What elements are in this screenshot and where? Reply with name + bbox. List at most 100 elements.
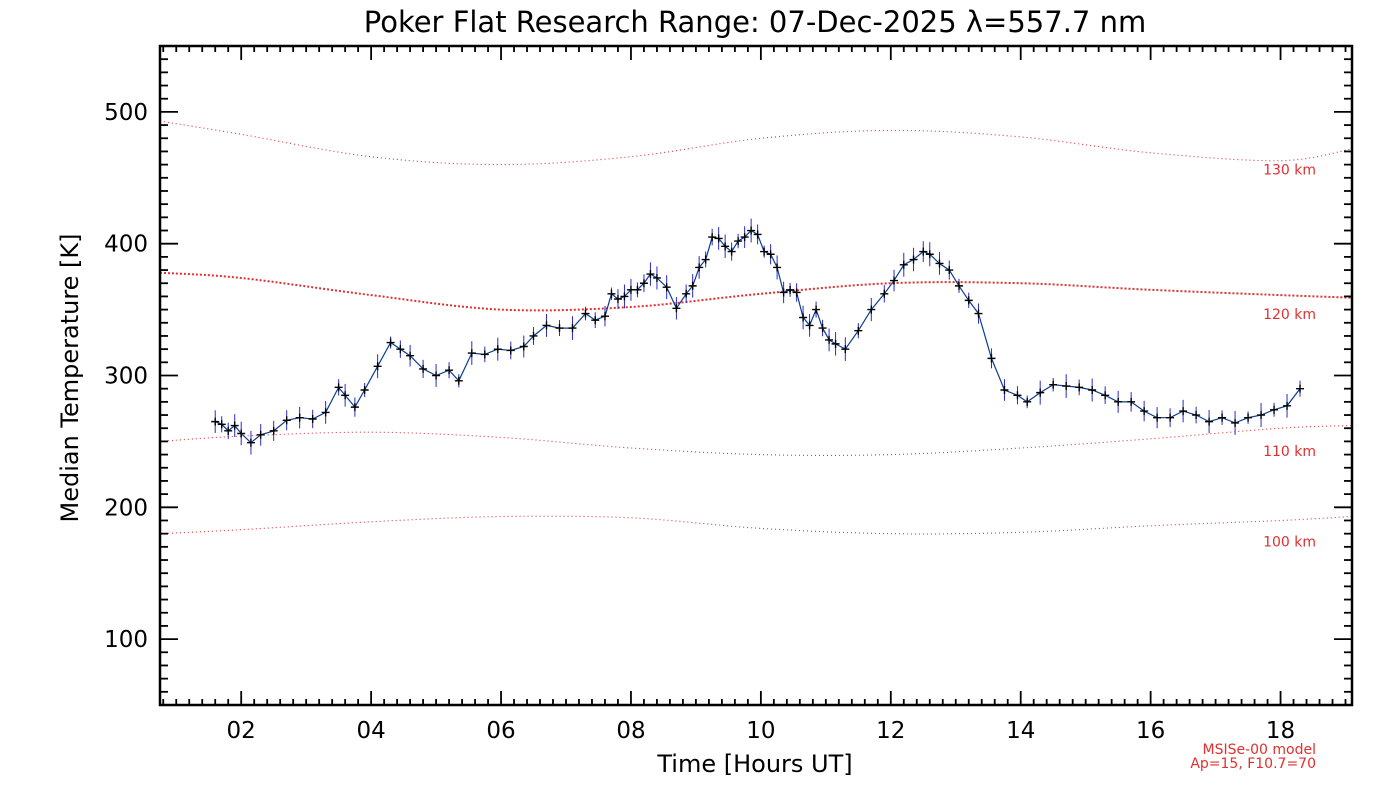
data-point	[1000, 385, 1009, 394]
data-point	[1140, 407, 1149, 416]
data-point	[529, 331, 538, 340]
x-tick-label: 02	[227, 718, 256, 744]
data-point	[1205, 417, 1214, 426]
data-point	[396, 345, 405, 354]
data-point	[867, 305, 876, 314]
y-tick-label: 100	[104, 627, 148, 653]
model-annotation: MSISe-00 model	[1202, 742, 1316, 758]
data-point	[831, 339, 840, 348]
data-point	[581, 309, 590, 318]
data-point	[445, 366, 454, 375]
data-point	[1231, 418, 1240, 427]
x-tick-label: 06	[486, 718, 515, 744]
data-point	[373, 362, 382, 371]
data-point	[672, 304, 681, 313]
data-point	[237, 429, 246, 438]
data-point	[633, 285, 642, 294]
model-curve-label: 130 km	[1263, 163, 1316, 179]
data-point	[1283, 401, 1292, 410]
data-point	[773, 263, 782, 272]
data-point	[919, 247, 928, 256]
data-point	[607, 289, 616, 298]
y-tick-label: 500	[104, 100, 148, 126]
data-point	[880, 289, 889, 298]
data-point	[652, 273, 661, 282]
y-tick-label: 400	[104, 232, 148, 258]
model-curve-130km	[159, 120, 1353, 166]
data-point	[454, 376, 463, 385]
x-tick-label: 12	[876, 718, 905, 744]
x-tick-label: 04	[356, 718, 385, 744]
data-point	[1153, 413, 1162, 422]
data-point	[1075, 383, 1084, 392]
data-point	[1244, 413, 1253, 422]
data-point	[662, 283, 671, 292]
data-point	[480, 350, 489, 359]
data-point	[1192, 411, 1201, 420]
data-point	[786, 285, 795, 294]
data-point	[419, 364, 428, 373]
data-point	[935, 259, 944, 268]
x-tick-label: 08	[616, 718, 645, 744]
data-point	[1179, 407, 1188, 416]
data-point	[825, 335, 834, 344]
data-point	[714, 234, 723, 243]
data-point	[282, 416, 291, 425]
data-point	[613, 295, 622, 304]
data-point	[1218, 413, 1227, 422]
y-tick-label: 200	[104, 495, 148, 521]
data-point	[620, 292, 629, 301]
data-point	[841, 345, 850, 354]
data-point	[945, 266, 954, 275]
x-tick-label: 10	[746, 718, 775, 744]
data-point	[854, 326, 863, 335]
data-point	[760, 247, 769, 256]
y-axis-label: Median Temperature [K]	[56, 233, 84, 522]
data-point	[1114, 397, 1123, 406]
data-point	[230, 421, 239, 430]
data-point	[246, 438, 255, 447]
data-point	[1049, 380, 1058, 389]
data-point	[1088, 385, 1097, 394]
data-point	[506, 346, 515, 355]
data-point	[308, 414, 317, 423]
data-point	[964, 296, 973, 305]
data-point	[688, 281, 697, 290]
data-point	[695, 263, 704, 272]
data-point	[321, 408, 330, 417]
data-point	[792, 288, 801, 297]
data-point	[1013, 391, 1022, 400]
data-point	[639, 279, 648, 288]
data-point	[974, 309, 983, 318]
data-point	[1166, 413, 1175, 422]
data-point	[799, 313, 808, 322]
data-point	[350, 403, 359, 412]
data-line	[214, 229, 1301, 444]
data-point	[217, 420, 226, 429]
data-point	[925, 250, 934, 259]
data-point	[542, 321, 551, 330]
data-point	[1257, 411, 1266, 420]
data-series	[211, 218, 1305, 455]
data-point	[467, 349, 476, 358]
data-point	[646, 270, 655, 279]
model-curve-120km	[159, 271, 1353, 312]
data-point	[753, 230, 762, 239]
data-point	[386, 338, 395, 347]
model-curve-100km	[159, 515, 1353, 535]
x-tick-label: 18	[1266, 718, 1295, 744]
data-point	[954, 281, 963, 290]
chart-title: Poker Flat Research Range: 07-Dec-2025 λ…	[364, 5, 1146, 39]
data-point	[734, 237, 743, 246]
plot-frame	[158, 44, 1354, 707]
x-tick-label: 16	[1136, 718, 1165, 744]
data-point	[432, 371, 441, 380]
data-point	[555, 324, 564, 333]
data-point	[360, 385, 369, 394]
x-tick-label: 14	[1006, 718, 1035, 744]
data-point	[591, 316, 600, 325]
model-curve-110km	[159, 425, 1353, 456]
data-point	[1127, 397, 1136, 406]
data-point	[224, 426, 233, 435]
